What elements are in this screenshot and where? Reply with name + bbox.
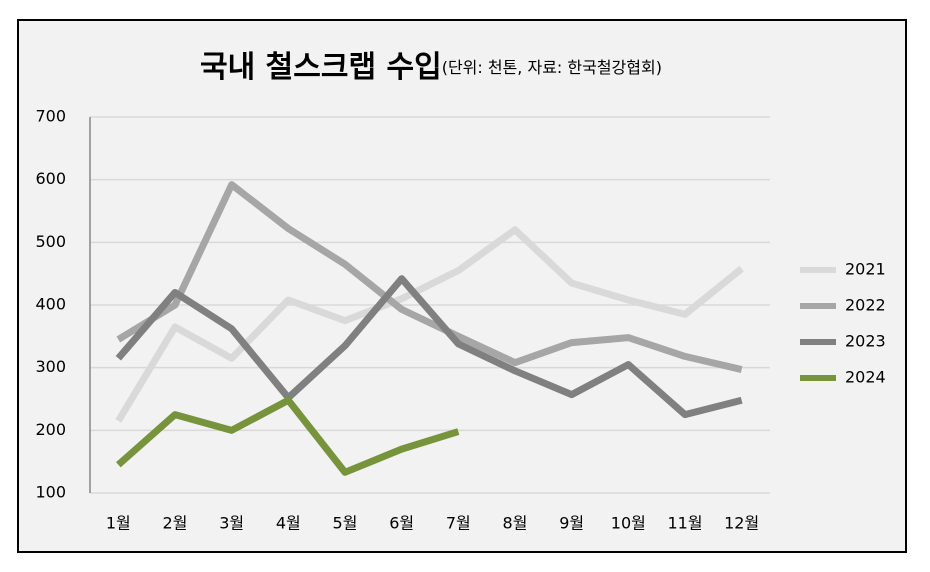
x-tick-label: 2월 — [163, 514, 188, 533]
x-tick-label: 10월 — [611, 514, 646, 533]
x-tick-label: 1월 — [106, 514, 131, 533]
legend-label: 2024 — [845, 368, 886, 387]
legend-label: 2021 — [845, 260, 886, 279]
x-tick-label: 12월 — [724, 514, 759, 533]
y-tick-label: 300 — [35, 357, 66, 376]
legend-label: 2023 — [845, 332, 886, 351]
x-tick-label: 4월 — [276, 514, 301, 533]
chart-frame — [17, 19, 907, 553]
y-tick-label: 600 — [35, 169, 66, 188]
x-tick-label: 7월 — [446, 514, 471, 533]
series-line — [116, 181, 743, 373]
series-line — [115, 226, 744, 423]
x-tick-label: 5월 — [333, 514, 358, 533]
y-tick-label: 400 — [35, 295, 66, 314]
x-tick-label: 3월 — [219, 514, 244, 533]
legend-label: 2022 — [845, 296, 886, 315]
series-line — [116, 396, 460, 476]
title: 국내 철스크랩 수입 — [200, 50, 442, 85]
y-tick-label: 200 — [35, 420, 66, 439]
x-tick-label: 11월 — [667, 514, 702, 533]
chart-title: 국내 철스크랩 수입(단위: 천톤, 자료: 한국철강협회) — [200, 50, 662, 85]
y-tick-label: 500 — [35, 232, 66, 251]
y-tick-label: 700 — [35, 107, 66, 126]
series-line — [115, 275, 743, 419]
x-tick-label: 9월 — [559, 514, 584, 533]
subtitle: (단위: 천톤, 자료: 한국철강협회) — [442, 58, 662, 77]
x-tick-label: 8월 — [503, 514, 528, 533]
x-tick-label: 6월 — [389, 514, 414, 533]
y-tick-label: 100 — [35, 483, 66, 502]
